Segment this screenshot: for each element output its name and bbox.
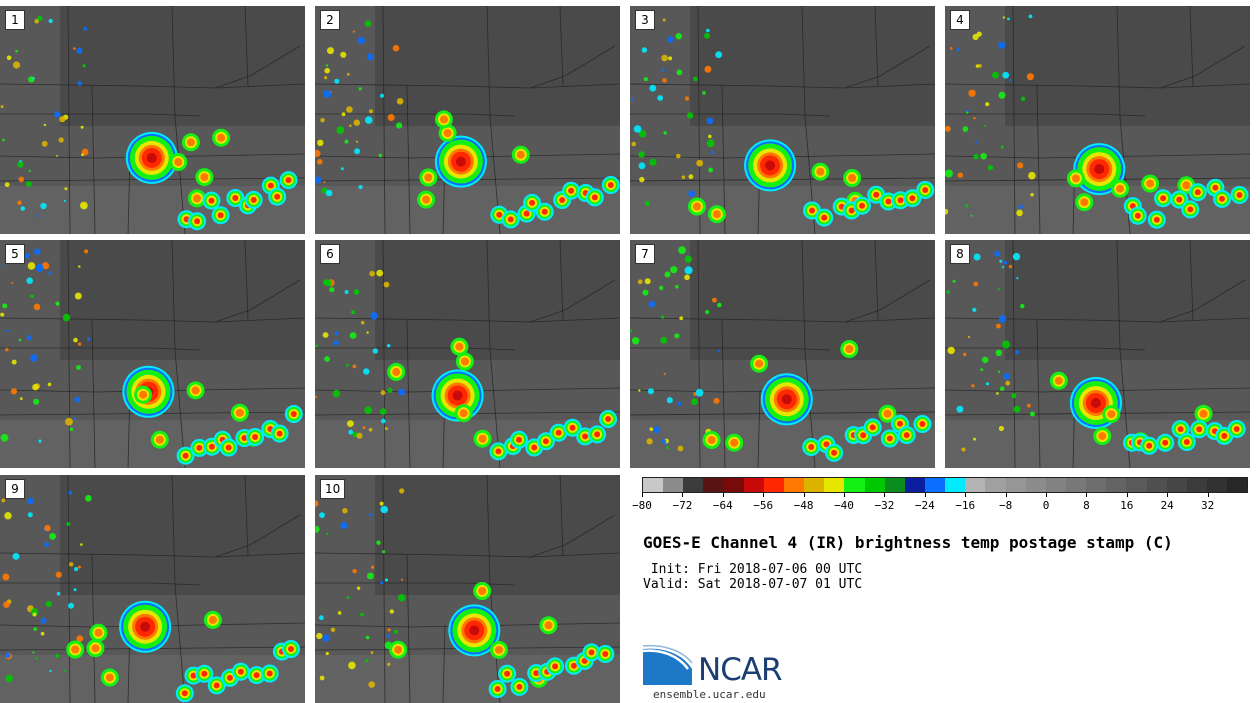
panel-number: 6	[320, 244, 340, 264]
colorbar-swatch	[1227, 478, 1248, 492]
colorbar	[642, 477, 1248, 493]
panel-10: 10	[315, 475, 620, 703]
panel-number: 10	[320, 479, 346, 499]
panel-2: 2	[315, 6, 620, 234]
colorbar-tick-mark	[1207, 493, 1209, 497]
panel-number: 4	[950, 10, 970, 30]
satellite-map	[315, 6, 620, 234]
panel-8: 8	[945, 240, 1250, 468]
colorbar-tick-label: −24	[914, 499, 935, 512]
colorbar-tick-mark	[965, 493, 967, 497]
colorbar-swatch	[945, 478, 966, 492]
colorbar-swatch	[844, 478, 865, 492]
satellite-map	[630, 240, 935, 468]
colorbar-tick-mark	[803, 493, 805, 497]
colorbar-tick-label: −16	[955, 499, 976, 512]
colorbar-swatch	[1206, 478, 1228, 492]
satellite-map	[945, 6, 1250, 234]
colorbar-tick-mark	[682, 493, 684, 497]
panel-9: 9	[0, 475, 305, 703]
panel-7: 7	[630, 240, 935, 468]
colorbar-swatch	[683, 478, 704, 492]
colorbar-swatch	[1025, 478, 1046, 492]
colorbar-tick-mark	[1086, 493, 1088, 497]
panel-number: 9	[5, 479, 25, 499]
colorbar-tick-label: 16	[1120, 499, 1134, 512]
colorbar-swatch	[783, 478, 805, 492]
colorbar-tick-label: −64	[712, 499, 733, 512]
colorbar-tick-label: −80	[632, 499, 652, 512]
colorbar-swatch	[965, 478, 986, 492]
satellite-map	[0, 475, 305, 703]
colorbar-tick-mark	[1126, 493, 1128, 497]
ncar-logo-text: NCAR	[698, 652, 783, 688]
colorbar-swatch	[663, 478, 684, 492]
satellite-map	[315, 475, 620, 703]
website-link[interactable]: ensemble.ucar.edu	[653, 688, 766, 701]
panel-3: 3	[630, 6, 935, 234]
colorbar-tick-mark	[1046, 493, 1047, 497]
satellite-map	[630, 6, 935, 234]
panel-6: 6	[315, 240, 620, 468]
colorbar-tick-label: 32	[1200, 499, 1215, 512]
colorbar-tick-label: −32	[874, 499, 895, 512]
colorbar-tick-mark	[844, 493, 845, 497]
panel-number: 1	[5, 10, 25, 30]
colorbar-swatch	[824, 478, 845, 492]
colorbar-swatch	[1086, 478, 1107, 492]
panel-1: 1	[0, 6, 305, 234]
panel-number: 8	[950, 244, 970, 264]
colorbar-tick-mark	[924, 493, 926, 497]
satellite-map	[0, 240, 305, 468]
colorbar-swatch	[864, 478, 885, 492]
colorbar-swatch	[1065, 478, 1087, 492]
colorbar-swatch	[763, 478, 784, 492]
colorbar-swatch	[1186, 478, 1207, 492]
colorbar-swatch	[1045, 478, 1066, 492]
colorbar-tick-label: −8	[998, 499, 1013, 512]
colorbar-tick-mark	[1167, 493, 1169, 497]
colorbar-tick-label: −48	[793, 499, 814, 512]
colorbar-ticks: −80 −72 −64 −56 −48 −40 −32 −24 −16 −8 0 8 16 24 32	[632, 493, 1248, 513]
colorbar-tick-label: 8	[1083, 499, 1090, 512]
panel-number: 2	[320, 10, 340, 30]
ncar-logo-icon	[642, 644, 693, 685]
panel-number: 5	[5, 244, 25, 264]
colorbar-tick-label: 0	[1042, 499, 1050, 512]
colorbar-tick-mark	[722, 493, 724, 497]
colorbar-swatch	[643, 478, 664, 492]
colorbar-swatch	[804, 478, 825, 492]
panel-number: 3	[635, 10, 655, 30]
panel-4: 4	[945, 6, 1250, 234]
colorbar-swatch	[703, 478, 724, 492]
colorbar-swatch	[1106, 478, 1127, 492]
colorbar-swatch	[1166, 478, 1187, 492]
colorbar-tick-mark	[1005, 493, 1007, 497]
colorbar-swatch	[884, 478, 905, 492]
colorbar-swatch	[904, 478, 925, 492]
colorbar-swatch	[1126, 478, 1147, 492]
init-time: Init: Fri 2018-07-06 00 UTC	[643, 562, 863, 577]
satellite-map	[0, 6, 305, 234]
colorbar-tick-mark	[884, 493, 886, 497]
colorbar-tick-mark	[763, 493, 765, 497]
colorbar-tick-label: −40	[834, 499, 854, 512]
colorbar-tick-mark	[642, 493, 643, 497]
satellite-map	[315, 240, 620, 468]
valid-time: Valid: Sat 2018-07-07 01 UTC	[643, 577, 863, 592]
colorbar-swatch	[985, 478, 1006, 492]
colorbar-swatch	[924, 478, 946, 492]
plot-title: GOES-E Channel 4 (IR) brightness temp po…	[643, 533, 1173, 552]
colorbar-tick-label: −56	[753, 499, 774, 512]
colorbar-swatch	[743, 478, 764, 492]
panel-5: 5	[0, 240, 305, 468]
colorbar-tick-label: −72	[672, 499, 693, 512]
colorbar-swatch	[1005, 478, 1026, 492]
colorbar-swatch	[1146, 478, 1167, 492]
satellite-map	[945, 240, 1250, 468]
panel-number: 7	[635, 244, 655, 264]
colorbar-swatch	[723, 478, 744, 492]
colorbar-tick-label: 24	[1160, 499, 1174, 512]
